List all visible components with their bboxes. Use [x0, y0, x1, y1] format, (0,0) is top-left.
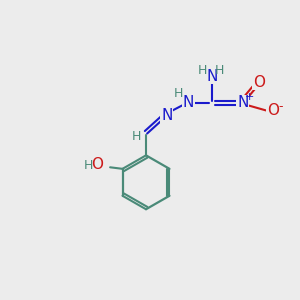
- Text: +: +: [244, 92, 254, 102]
- Text: N: N: [161, 108, 172, 123]
- Text: H: H: [132, 130, 141, 142]
- Text: O: O: [253, 75, 265, 90]
- Text: N: N: [237, 95, 249, 110]
- Text: H: H: [174, 87, 183, 100]
- Text: N: N: [183, 95, 194, 110]
- Text: H: H: [198, 64, 207, 77]
- Text: O: O: [267, 103, 279, 118]
- Text: -: -: [279, 100, 283, 112]
- Text: H: H: [215, 64, 224, 77]
- Text: N: N: [206, 68, 218, 83]
- Text: O: O: [91, 158, 103, 172]
- Text: H: H: [84, 159, 93, 172]
